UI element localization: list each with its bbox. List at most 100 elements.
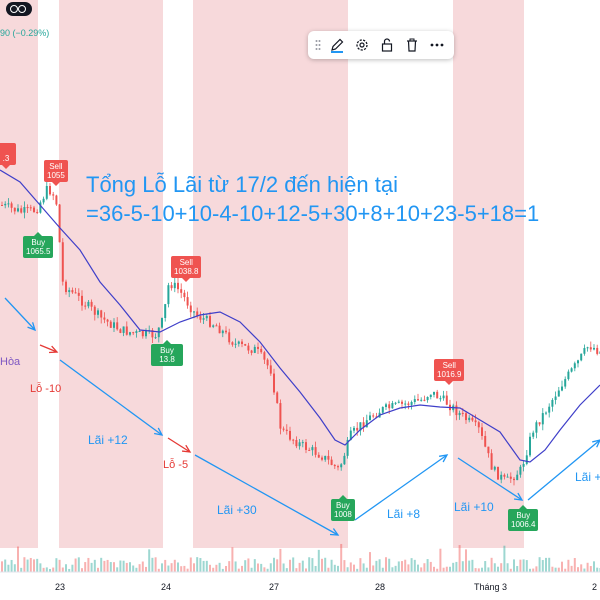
volume-bar (209, 564, 211, 572)
volume-bar (439, 548, 442, 572)
candle-body (164, 304, 167, 318)
candle-body (23, 207, 26, 213)
volume-bar (151, 557, 154, 572)
candle-body (97, 310, 99, 315)
candle-body (151, 330, 154, 338)
candle-body (65, 281, 67, 293)
arrow-head (513, 492, 524, 501)
volume-bar (225, 566, 227, 572)
candle-body (433, 391, 435, 395)
volume-bar (205, 560, 208, 572)
volume-bar (263, 567, 266, 572)
trend-arrow (59, 359, 163, 436)
candle-body (525, 455, 528, 464)
candle-body (516, 474, 519, 481)
candle-body (116, 322, 119, 330)
volume-bar (298, 562, 301, 572)
volume-bar (401, 561, 403, 572)
candle-body (308, 449, 311, 451)
candle-body (330, 459, 333, 465)
candle-body (282, 428, 285, 430)
candle-body (551, 399, 554, 407)
signal-sell-tag: Sell 1016.9 (434, 359, 465, 385)
volume-bar (119, 560, 122, 572)
annotation-loss: Lỗ -10 (30, 383, 62, 395)
logo-icon[interactable] (6, 2, 32, 16)
candle-body (119, 329, 122, 333)
candle-body (13, 207, 16, 212)
volume-bar (442, 567, 445, 572)
x-axis-label: 28 (375, 582, 386, 592)
x-axis-label: 27 (269, 582, 280, 592)
drag-handle-icon[interactable] (312, 33, 324, 57)
candle-body (132, 332, 135, 334)
candle-body (234, 343, 237, 345)
volume-bar (71, 564, 74, 572)
volume-bar (362, 563, 365, 572)
volume-bar (388, 558, 391, 572)
volume-bar (84, 562, 87, 572)
volume-bar (52, 567, 55, 572)
signal-buy-tag: Buy 13.8 (151, 340, 183, 366)
volume-bar (138, 564, 141, 572)
pencil-icon[interactable] (325, 33, 349, 57)
signal-buy-tag: Buy 1006.4 (508, 505, 539, 531)
candle-body (561, 386, 563, 391)
gear-icon[interactable] (350, 33, 374, 57)
volume-bar (426, 559, 429, 572)
volume-bar (394, 565, 397, 572)
volume-bar (340, 543, 343, 572)
candle-body (84, 305, 87, 307)
volume-bar (20, 567, 23, 572)
more-icon[interactable] (425, 33, 449, 57)
volume-bar (161, 563, 163, 572)
volume-bar (321, 558, 323, 572)
candle-body (487, 446, 490, 454)
candle-body (465, 413, 467, 421)
candle-body (317, 454, 320, 458)
candle-body (324, 455, 327, 460)
candle-body (500, 474, 503, 480)
candle-body (420, 399, 423, 401)
candle-body (471, 417, 474, 421)
volume-bar (186, 568, 189, 572)
volume-bar (23, 557, 26, 572)
candle-body (417, 399, 419, 401)
candle-body (135, 331, 138, 333)
volume-bar (593, 561, 595, 572)
volume-bar (196, 557, 199, 572)
arrow-head (592, 439, 600, 448)
volume-bar (557, 567, 560, 572)
volume-bar (385, 557, 387, 572)
candle-body (369, 415, 371, 421)
arrow-head (48, 345, 59, 354)
volume-bar (100, 557, 103, 572)
volume-bar (81, 568, 83, 572)
volume-bar (458, 545, 461, 572)
candle-body (321, 457, 323, 460)
trash-icon[interactable] (400, 33, 424, 57)
volume-bar (253, 559, 256, 572)
x-axis-label: 23 (55, 582, 66, 592)
candle-body (215, 325, 218, 327)
candle-body (205, 315, 208, 319)
signal-buy-tag: Buy 1008 (331, 495, 355, 521)
volume-bar (282, 563, 285, 572)
volume-bar (97, 567, 99, 572)
volume-bar (561, 561, 563, 572)
candle-body (493, 466, 496, 470)
candle-body (295, 440, 298, 447)
volume-bar (583, 568, 586, 572)
candle-body (365, 420, 368, 428)
volume-bar (391, 567, 394, 572)
signal-sell-tag: Sell 1055 (44, 160, 68, 186)
candle-body (583, 348, 586, 354)
lock-icon[interactable] (375, 33, 399, 57)
session-shading (0, 0, 524, 548)
candle-body (193, 311, 195, 313)
candle-body (100, 310, 103, 318)
candle-body (292, 439, 295, 441)
volume-bar (276, 559, 279, 572)
